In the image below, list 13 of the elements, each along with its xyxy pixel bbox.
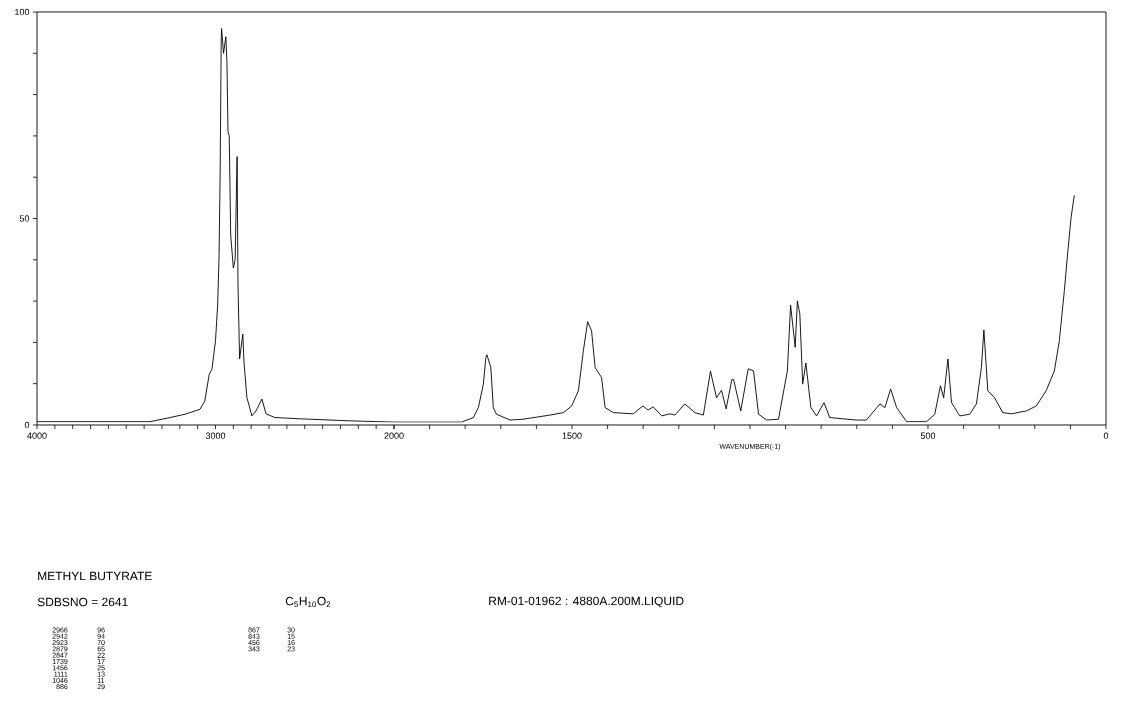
x-tick-label: 0 [1103, 432, 1109, 439]
x-tick-label: 500 [920, 432, 936, 439]
x-tick-label: 1500 [562, 432, 582, 439]
y-tick-label: 50 [19, 215, 30, 222]
y-tick-label: 0 [24, 421, 30, 429]
text: METHYL BUTYRATE [38, 571, 152, 581]
x-tick-label: 4000 [27, 432, 47, 439]
text: SDBSNO = 2641 [37, 597, 128, 607]
text: RM-01-01962 : 4880A.200M.LIQUID [489, 596, 684, 608]
text: C$_{5}$H$_{10}$O$_{2}$ [285, 596, 331, 608]
y-tick-label: 100 [15, 8, 30, 16]
x-tick-label: 3000 [205, 432, 226, 439]
x-tick-label: 2000 [384, 432, 404, 439]
